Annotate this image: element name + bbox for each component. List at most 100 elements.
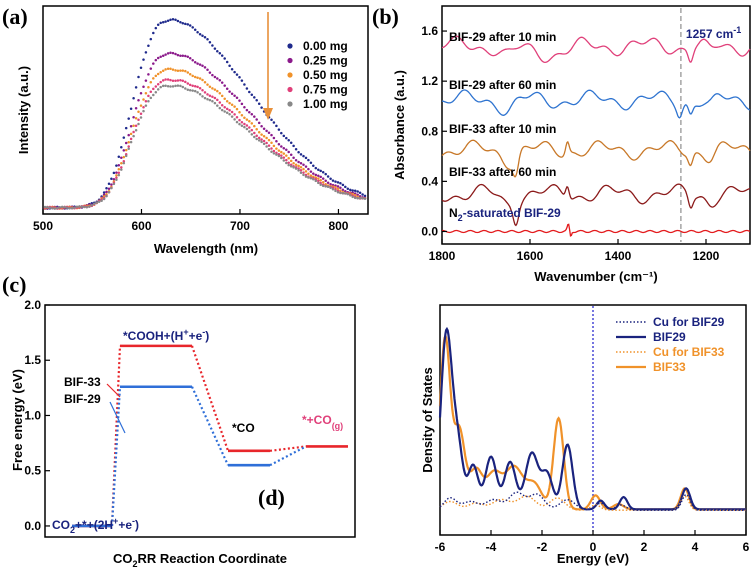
panel-a-point <box>253 135 256 139</box>
panel-a-point <box>334 184 337 187</box>
panel-a-point <box>110 186 113 190</box>
panel-a-point <box>363 197 367 201</box>
panel-a-point <box>233 118 236 121</box>
panel-a-point <box>152 87 155 91</box>
panel-a-point <box>218 91 222 95</box>
panel-a-point <box>250 93 254 97</box>
panel-a-point <box>280 150 283 154</box>
panel-a-point <box>358 191 362 195</box>
panel-a-point <box>218 101 222 104</box>
panel-a-point <box>292 161 295 165</box>
panel-a-point <box>181 54 185 58</box>
panel-a-point <box>299 162 303 165</box>
panel-a-x-ticks: 500 600 700 800 <box>33 209 349 233</box>
panel-d-dos-curves <box>438 326 746 511</box>
panel-a-point <box>255 134 258 138</box>
panel-a-point <box>107 187 111 190</box>
panel-a-point <box>105 194 108 198</box>
panel-a-point <box>270 150 273 153</box>
panel-a-point <box>149 67 153 70</box>
panel-d-x-tick-label: -6 <box>435 540 446 554</box>
panel-a-point <box>257 102 261 105</box>
panel-a-point <box>304 175 308 178</box>
panel-a-point <box>238 99 241 102</box>
panel-a-point <box>53 207 57 210</box>
panel-a-point <box>245 124 249 127</box>
panel-d-legend-entry: BIF29 <box>653 330 686 344</box>
panel-a-point <box>240 79 244 82</box>
panel-a-point <box>164 78 167 81</box>
panel-a-point <box>250 133 254 136</box>
panel-a-point <box>196 76 199 79</box>
panel-a-point <box>193 60 197 64</box>
panel-a-point <box>230 115 234 118</box>
panel-b-series-labels: BIF-29 after 10 min BIF-29 after 60 min BI… <box>449 30 561 223</box>
panel-a-point <box>270 118 273 121</box>
panel-a-point <box>127 147 130 151</box>
panel-a-point <box>220 108 224 112</box>
panel-a-point <box>68 207 71 210</box>
panel-a-point <box>124 154 128 158</box>
panel-c-connector <box>269 445 307 452</box>
panel-a-point <box>230 110 234 114</box>
panel-a-point <box>134 86 138 89</box>
panel-a-point <box>262 142 266 146</box>
panel-a-point <box>65 206 69 210</box>
panel-a-point <box>297 150 300 154</box>
panel-a-point <box>184 22 187 26</box>
panel-a-point <box>238 110 241 114</box>
panel-c-connector <box>190 345 230 452</box>
panel-a-point <box>225 100 229 103</box>
panel-a-point <box>171 79 175 82</box>
panel-a-point <box>270 141 273 145</box>
panel-a-point <box>46 205 49 209</box>
panel-a-point <box>137 98 140 102</box>
panel-a-point <box>225 87 229 91</box>
panel-a-point <box>230 103 234 106</box>
panel-a-point <box>277 152 281 156</box>
panel-a-point <box>272 152 276 155</box>
panel-a-point <box>243 83 246 86</box>
panel-a-point <box>324 179 327 182</box>
panel-a-point <box>198 32 202 36</box>
panel-a-point <box>134 117 138 120</box>
panel-a-point <box>184 87 187 90</box>
panel-a-point <box>176 79 180 82</box>
panel-a-point <box>201 88 204 92</box>
panel-a-point <box>144 92 148 95</box>
panel-a-point <box>341 183 345 187</box>
panel-a-point <box>245 108 249 112</box>
panel-a-point <box>248 120 251 123</box>
panel-a-point <box>220 81 224 84</box>
panel-a-point <box>307 172 310 176</box>
panel-a-point <box>115 171 118 174</box>
panel-a-point <box>255 98 258 102</box>
panel-a-point <box>134 124 138 127</box>
panel-a-point <box>324 172 327 176</box>
panel-a-point <box>154 74 158 78</box>
panel-a-point <box>83 205 86 209</box>
panel-a-point <box>139 91 143 95</box>
panel-a-point <box>161 69 165 73</box>
panel-a-point <box>88 205 91 208</box>
panel-a-point <box>43 205 47 209</box>
panel-c-bif33-arrow <box>106 383 121 398</box>
panel-a-point <box>230 92 234 96</box>
panel-a-point <box>277 142 281 146</box>
panel-b-x-tick-label: 1800 <box>429 249 456 263</box>
panel-a-point <box>240 113 244 117</box>
panel-a-point <box>282 156 286 159</box>
panel-a-point <box>317 179 320 183</box>
panel-a-point <box>329 183 332 186</box>
panel-a-point <box>277 154 281 158</box>
panel-a-point <box>179 69 182 72</box>
panel-a-point <box>127 117 130 120</box>
panel-a-point <box>161 54 165 57</box>
panel-a-point <box>297 167 300 170</box>
panel-a-point <box>129 140 133 144</box>
panel-a-point <box>179 84 182 88</box>
panel-a-point <box>285 148 288 152</box>
panel-a-point <box>201 95 204 98</box>
panel-a-point <box>250 128 254 132</box>
panel-c-y-ticks: 0.0 0.5 1.0 1.5 2.0 <box>24 298 50 533</box>
